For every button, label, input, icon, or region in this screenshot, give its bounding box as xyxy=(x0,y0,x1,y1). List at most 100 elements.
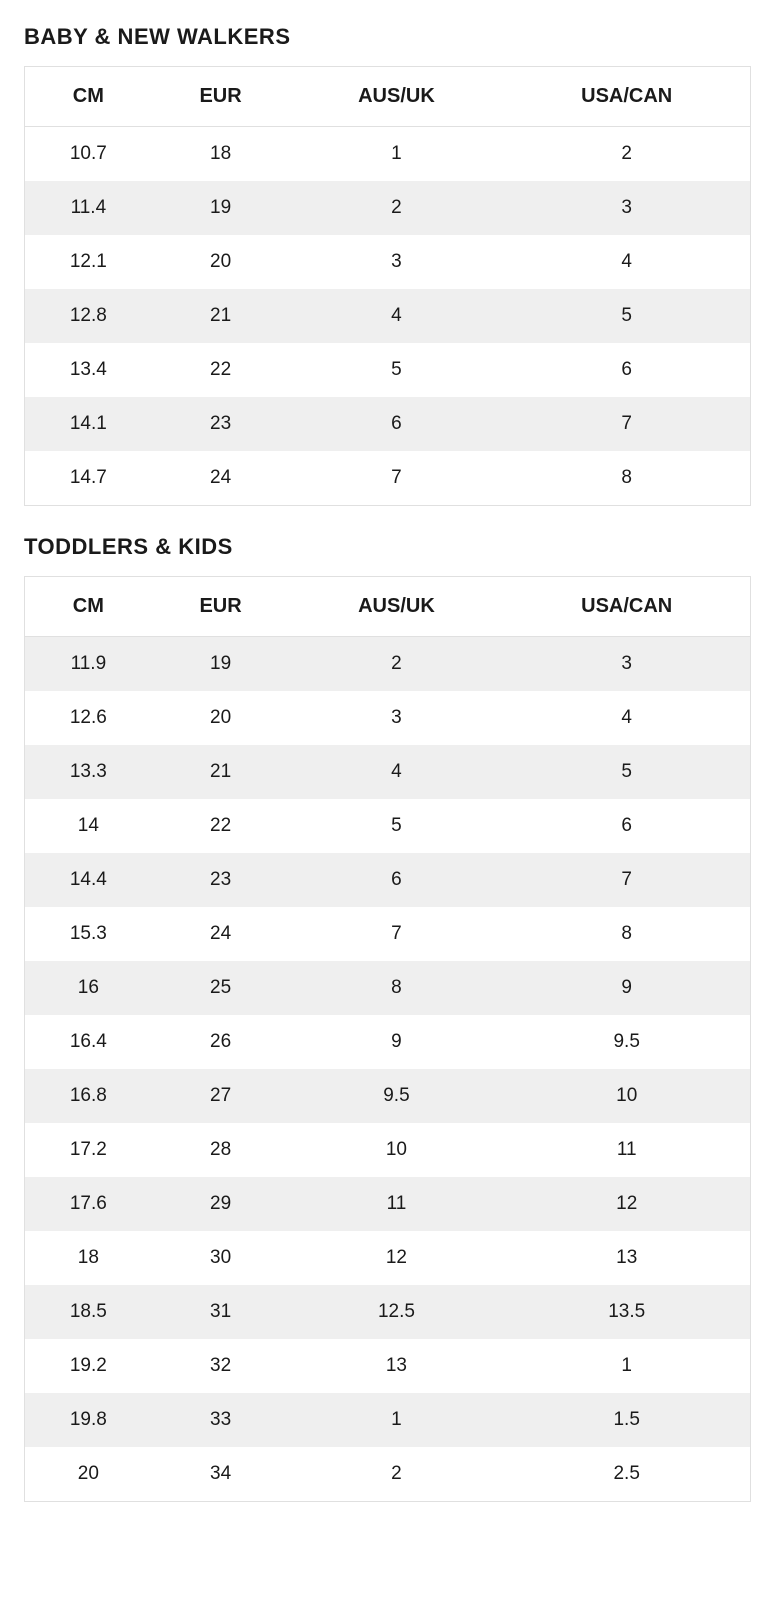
table-row: 15.32478 xyxy=(25,907,751,961)
table-cell: 20 xyxy=(152,691,290,745)
column-header: AUS/UK xyxy=(289,67,503,127)
size-table: CMEURAUS/UKUSA/CAN10.7181211.4192312.120… xyxy=(24,66,751,506)
table-cell: 18 xyxy=(25,1231,152,1285)
table-cell: 10.7 xyxy=(25,127,152,182)
table-row: 19.232131 xyxy=(25,1339,751,1393)
table-cell: 2 xyxy=(289,637,503,692)
table-row: 16.42699.5 xyxy=(25,1015,751,1069)
size-table: CMEURAUS/UKUSA/CAN11.9192312.6203413.321… xyxy=(24,576,751,1502)
column-header: EUR xyxy=(152,67,290,127)
table-cell: 7 xyxy=(289,907,503,961)
table-cell: 11.4 xyxy=(25,181,152,235)
table-cell: 27 xyxy=(152,1069,290,1123)
table-cell: 16 xyxy=(25,961,152,1015)
table-row: 14.12367 xyxy=(25,397,751,451)
table-cell: 11 xyxy=(289,1177,503,1231)
table-cell: 22 xyxy=(152,343,290,397)
table-row: 203422.5 xyxy=(25,1447,751,1502)
table-cell: 1 xyxy=(289,1393,503,1447)
table-row: 14.42367 xyxy=(25,853,751,907)
table-row: 17.6291112 xyxy=(25,1177,751,1231)
table-cell: 13.5 xyxy=(503,1285,750,1339)
table-cell: 3 xyxy=(503,637,750,692)
table-cell: 13 xyxy=(503,1231,750,1285)
table-cell: 5 xyxy=(289,799,503,853)
table-row: 11.41923 xyxy=(25,181,751,235)
table-cell: 31 xyxy=(152,1285,290,1339)
table-cell: 12.1 xyxy=(25,235,152,289)
table-cell: 6 xyxy=(503,799,750,853)
table-cell: 21 xyxy=(152,745,290,799)
table-cell: 2 xyxy=(503,127,750,182)
table-row: 12.62034 xyxy=(25,691,751,745)
table-cell: 14 xyxy=(25,799,152,853)
table-cell: 2 xyxy=(289,1447,503,1502)
table-cell: 16.8 xyxy=(25,1069,152,1123)
table-cell: 5 xyxy=(503,745,750,799)
table-row: 16.8279.510 xyxy=(25,1069,751,1123)
column-header: AUS/UK xyxy=(289,577,503,637)
column-header: EUR xyxy=(152,577,290,637)
table-cell: 24 xyxy=(152,451,290,506)
table-cell: 32 xyxy=(152,1339,290,1393)
table-cell: 8 xyxy=(503,451,750,506)
table-cell: 17.2 xyxy=(25,1123,152,1177)
table-cell: 23 xyxy=(152,397,290,451)
table-row: 14.72478 xyxy=(25,451,751,506)
table-cell: 9.5 xyxy=(503,1015,750,1069)
table-cell: 13 xyxy=(289,1339,503,1393)
column-header: USA/CAN xyxy=(503,67,750,127)
table-cell: 18 xyxy=(152,127,290,182)
table-cell: 4 xyxy=(289,289,503,343)
table-cell: 3 xyxy=(289,691,503,745)
table-row: 142256 xyxy=(25,799,751,853)
table-cell: 19 xyxy=(152,637,290,692)
column-header: CM xyxy=(25,577,152,637)
table-row: 17.2281011 xyxy=(25,1123,751,1177)
section-title: BABY & NEW WALKERS xyxy=(24,24,751,50)
table-cell: 28 xyxy=(152,1123,290,1177)
table-cell: 7 xyxy=(289,451,503,506)
table-row: 162589 xyxy=(25,961,751,1015)
table-row: 13.42256 xyxy=(25,343,751,397)
table-cell: 21 xyxy=(152,289,290,343)
table-cell: 12.8 xyxy=(25,289,152,343)
table-cell: 3 xyxy=(289,235,503,289)
table-cell: 18.5 xyxy=(25,1285,152,1339)
table-cell: 24 xyxy=(152,907,290,961)
table-cell: 2 xyxy=(289,181,503,235)
table-cell: 6 xyxy=(289,397,503,451)
table-cell: 13.3 xyxy=(25,745,152,799)
table-row: 12.12034 xyxy=(25,235,751,289)
table-cell: 2.5 xyxy=(503,1447,750,1502)
table-cell: 14.1 xyxy=(25,397,152,451)
table-row: 10.71812 xyxy=(25,127,751,182)
table-cell: 26 xyxy=(152,1015,290,1069)
table-cell: 7 xyxy=(503,853,750,907)
table-cell: 8 xyxy=(289,961,503,1015)
table-cell: 16.4 xyxy=(25,1015,152,1069)
table-cell: 9 xyxy=(289,1015,503,1069)
column-header: CM xyxy=(25,67,152,127)
table-cell: 14.4 xyxy=(25,853,152,907)
table-cell: 5 xyxy=(289,343,503,397)
table-cell: 4 xyxy=(289,745,503,799)
section-title: TODDLERS & KIDS xyxy=(24,534,751,560)
table-cell: 34 xyxy=(152,1447,290,1502)
table-cell: 10 xyxy=(289,1123,503,1177)
table-row: 11.91923 xyxy=(25,637,751,692)
table-cell: 20 xyxy=(152,235,290,289)
table-cell: 11 xyxy=(503,1123,750,1177)
table-cell: 1.5 xyxy=(503,1393,750,1447)
table-cell: 12 xyxy=(289,1231,503,1285)
table-cell: 17.6 xyxy=(25,1177,152,1231)
table-cell: 19 xyxy=(152,181,290,235)
table-cell: 6 xyxy=(503,343,750,397)
table-cell: 9 xyxy=(503,961,750,1015)
table-row: 18.53112.513.5 xyxy=(25,1285,751,1339)
table-cell: 20 xyxy=(25,1447,152,1502)
table-row: 18301213 xyxy=(25,1231,751,1285)
table-cell: 5 xyxy=(503,289,750,343)
table-cell: 1 xyxy=(289,127,503,182)
table-cell: 8 xyxy=(503,907,750,961)
